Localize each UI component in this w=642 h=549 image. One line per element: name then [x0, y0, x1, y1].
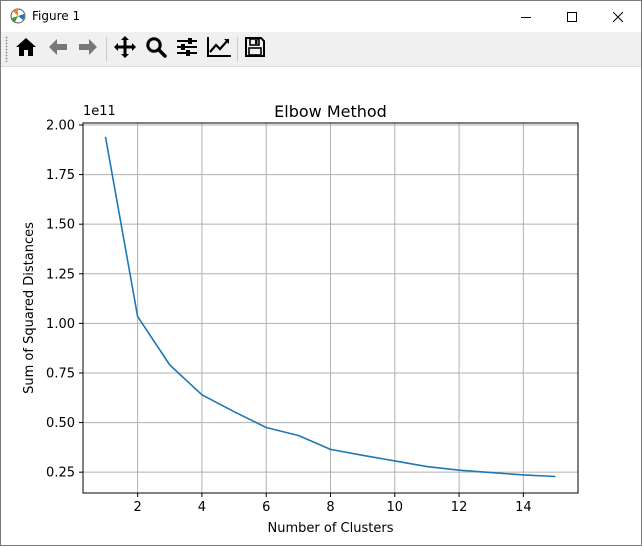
zoom-icon: [145, 36, 167, 62]
minimize-icon: [521, 7, 531, 26]
y-tick-label: 1.00: [46, 317, 75, 332]
back-arrow-icon: [47, 36, 69, 62]
y-axis-label: Sum of Squared Distances: [22, 222, 37, 394]
grid: [83, 123, 578, 493]
y-tick-label: 1.25: [46, 267, 75, 282]
x-tick-label: 10: [387, 500, 404, 515]
x-tick-label: 4: [198, 500, 206, 515]
zoom-button[interactable]: [142, 35, 170, 63]
y-tick-label: 1.75: [46, 168, 75, 183]
x-tick-label: 6: [262, 500, 270, 515]
home-icon: [15, 36, 37, 62]
edit-axis-icon: [206, 36, 232, 62]
toolbar-grip[interactable]: [5, 36, 8, 62]
y-tick-label: 0.25: [46, 466, 75, 481]
y-tick-label: 0.75: [46, 366, 75, 381]
series-line: [104, 136, 556, 478]
close-icon: [612, 7, 624, 26]
edit-axis-button[interactable]: [205, 35, 233, 63]
home-button[interactable]: [12, 35, 40, 63]
y-tick-label: 2.00: [46, 118, 75, 133]
x-tick-label: 8: [326, 500, 334, 515]
x-axis-label: Number of Clusters: [268, 521, 394, 536]
maximize-button[interactable]: [549, 1, 595, 32]
maximize-icon: [567, 7, 577, 26]
pan-icon: [113, 35, 137, 63]
navigation-toolbar: [1, 32, 641, 67]
matplotlib-icon: [10, 8, 26, 24]
x-tick-label: 14: [515, 500, 532, 515]
close-button[interactable]: [595, 1, 641, 32]
configure-subplots-icon: [176, 36, 198, 62]
tick-marks: [79, 124, 524, 497]
x-tick-label: 2: [134, 500, 142, 515]
chart: 2 4 6 8 10 12 14 0.25 0.50 0.75 1.00 1.25 1.50 1.75 2…: [22, 102, 579, 536]
save-icon: [244, 36, 266, 62]
forward-arrow-icon: [77, 36, 99, 62]
figure-canvas[interactable]: 2 4 6 8 10 12 14 0.25 0.50 0.75 1.00 1.25 1.50 1.75 2…: [1, 67, 641, 545]
y-offset-label: 1e11: [83, 104, 116, 119]
save-button[interactable]: [241, 35, 269, 63]
pan-button[interactable]: [111, 35, 139, 63]
title-bar[interactable]: Figure 1: [1, 1, 641, 32]
configure-subplots-button[interactable]: [173, 35, 201, 63]
back-button[interactable]: [44, 35, 72, 63]
minimize-button[interactable]: [503, 1, 549, 32]
chart-title: Elbow Method: [274, 102, 387, 121]
x-tick-label: 12: [451, 500, 468, 515]
y-tick-label: 1.50: [46, 218, 75, 233]
forward-button[interactable]: [74, 35, 102, 63]
toolbar-separator: [106, 37, 107, 61]
x-tick-labels: 2 4 6 8 10 12 14: [134, 500, 532, 515]
y-tick-labels: 0.25 0.50 0.75 1.00 1.25 1.50 1.75 2.00: [46, 118, 75, 480]
toolbar-separator: [237, 37, 238, 61]
window-title: Figure 1: [32, 9, 81, 23]
y-tick-label: 0.50: [46, 416, 75, 431]
